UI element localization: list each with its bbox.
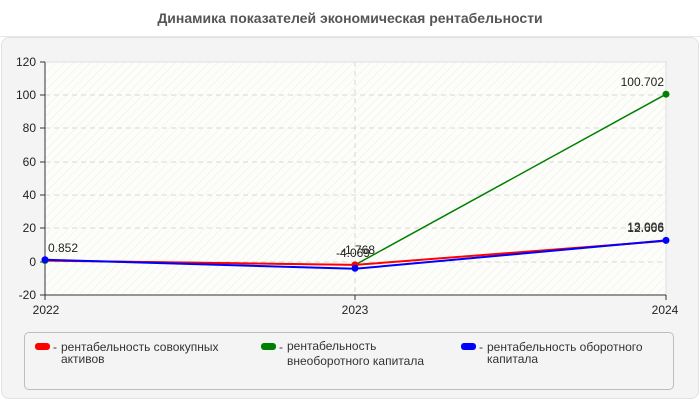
legend-label: рентабельность совокупных [61,340,219,354]
legend-swatch-blue [461,343,476,350]
svg-text:2023: 2023 [342,303,369,317]
svg-text:40: 40 [23,188,37,202]
svg-text:-1.768: -1.768 [341,243,375,257]
legend-item-total-assets[interactable]: - рентабельность совокупных активов [35,341,219,365]
data-labels: 0.852 -4.069 -1.768 100.702 12.666 13.00… [48,75,664,260]
svg-text:100: 100 [16,88,36,102]
svg-text:2022: 2022 [33,303,60,317]
svg-text:-4.069: -4.069 [336,246,370,260]
chart-legend: - рентабельность совокупных активов - рен… [24,332,674,390]
data-markers [41,90,670,272]
legend-item-noncurrent-capital[interactable]: - рентабельность внеоборотного капитала [261,339,424,369]
svg-text:80: 80 [23,121,37,135]
y-axis-labels: 120 100 80 60 40 20 0 -20 [16,55,36,302]
svg-text:0.852: 0.852 [48,241,78,255]
svg-text:60: 60 [23,155,37,169]
svg-text:0: 0 [29,255,36,269]
axes [40,61,667,300]
legend-item-current-capital[interactable]: - рентабельность оборотного капитала [461,341,643,365]
legend-label: рентабельность оборотного [487,340,643,354]
x-axis-labels: 2022 2023 2024 [33,303,679,317]
svg-text:12.666: 12.666 [627,221,664,235]
chart-title: Динамика показателей экономическая рента… [157,10,543,26]
svg-text:20: 20 [23,221,37,235]
svg-text:13.006: 13.006 [627,220,664,234]
legend-label: рентабельность [287,339,377,353]
legend-swatch-red [35,343,50,350]
svg-text:120: 120 [16,55,36,69]
svg-text:100.702: 100.702 [621,75,665,89]
svg-text:2024: 2024 [652,303,679,317]
legend-swatch-green [261,343,276,350]
svg-text:-20: -20 [19,288,37,302]
title-divider [0,36,700,37]
